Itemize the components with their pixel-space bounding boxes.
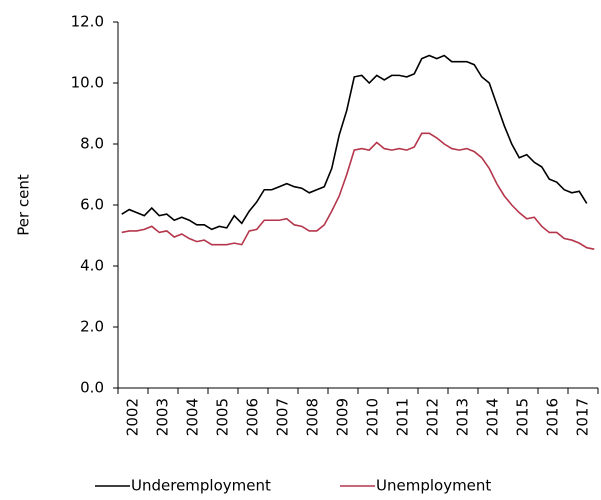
x-tick-label: 2015 [514,398,532,436]
y-tick-label: 4.0 [80,257,104,275]
legend-label: Unemployment [376,477,491,495]
x-tick-label: 2010 [364,398,382,436]
y-tick-label: 12.0 [71,13,104,31]
x-tick-label: 2008 [304,398,322,436]
x-tick-label: 2013 [454,398,472,436]
x-tick-label: 2005 [214,398,232,436]
y-tick-label: 8.0 [80,135,104,153]
y-tick-label: 2.0 [80,318,104,336]
series-line [121,54,588,231]
y-tick-label: 6.0 [80,196,104,214]
x-tick-label: 2002 [124,398,142,436]
series-line [121,132,595,251]
y-tick-label: 0.0 [80,379,104,397]
x-tick-label: 2007 [274,398,292,436]
x-tick-label: 2006 [244,398,262,436]
x-tick-label: 2004 [184,398,202,436]
x-tick-label: 2011 [394,398,412,436]
x-tick-label: 2012 [424,398,442,436]
legend-label: Underemployment [131,477,271,495]
x-tick-label: 2016 [544,398,562,436]
x-tick-label: 2003 [154,398,172,436]
x-tick-label: 2017 [574,398,592,436]
x-tick-label: 2014 [484,398,502,436]
y-tick-label: 10.0 [71,74,104,92]
y-axis-label: Per cent [15,174,33,236]
x-tick-label: 2009 [334,398,352,436]
